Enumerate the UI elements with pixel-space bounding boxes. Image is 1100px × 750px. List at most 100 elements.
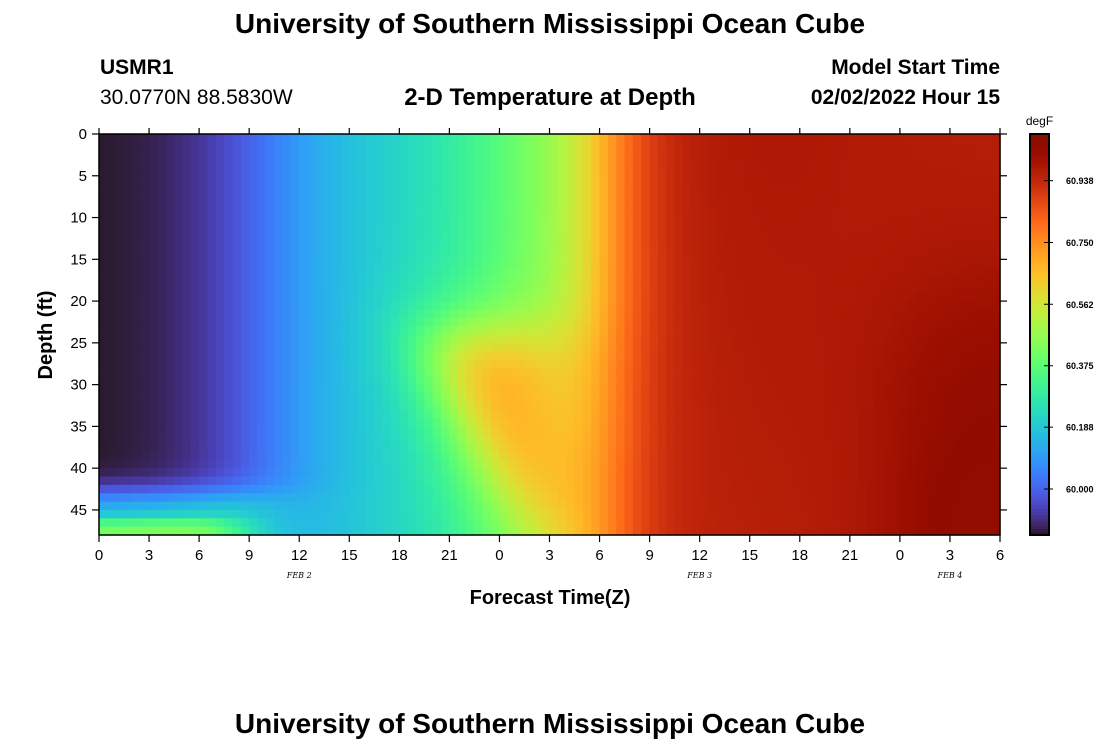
heatmap-cell (708, 142, 717, 152)
heatmap-cell (99, 150, 108, 160)
heatmap-cell (399, 276, 409, 285)
heatmap-cell (407, 401, 417, 411)
heatmap-cell (132, 134, 142, 143)
heatmap-cell (307, 309, 317, 319)
heatmap-cell (365, 443, 375, 453)
heatmap-cell (841, 326, 851, 336)
heatmap-cell (783, 134, 793, 143)
heatmap-cell (532, 367, 542, 377)
heatmap-cell (791, 526, 801, 536)
heatmap-cell (582, 134, 592, 143)
heatmap-cell (457, 476, 467, 486)
heatmap-cell (424, 192, 434, 202)
heatmap-cell (958, 451, 968, 461)
heatmap-cell (816, 301, 826, 311)
heatmap-cell (290, 518, 300, 528)
heatmap-cell (649, 134, 659, 143)
heatmap-cell (407, 468, 417, 478)
heatmap-cell (99, 418, 108, 427)
heatmap-cell (299, 242, 309, 252)
heatmap-cell (466, 501, 476, 511)
heatmap-cell (758, 434, 767, 444)
heatmap-cell (374, 167, 384, 177)
heatmap-cell (891, 284, 901, 294)
heatmap-cell (691, 526, 701, 536)
heatmap-cell (866, 234, 876, 244)
heatmap-cell (240, 192, 250, 202)
heatmap-cell (499, 392, 509, 402)
heatmap-cell (207, 292, 217, 302)
heatmap-cell (582, 376, 592, 386)
heatmap-cell (299, 317, 309, 327)
heatmap-cell (774, 150, 784, 160)
heatmap-cell (390, 159, 400, 169)
heatmap-cell (649, 150, 659, 160)
heatmap-cell (908, 242, 918, 252)
heatmap-cell (441, 518, 450, 528)
heatmap-cell (566, 242, 576, 252)
heatmap-cell (891, 267, 901, 277)
heatmap-cell (224, 518, 234, 528)
heatmap-cell (624, 225, 634, 235)
heatmap-cell (265, 209, 275, 219)
heatmap-cell (290, 434, 300, 444)
heatmap-cell (232, 484, 242, 494)
heatmap-cell (833, 392, 843, 402)
heatmap-cell (841, 426, 851, 436)
heatmap-cell (299, 468, 309, 478)
heatmap-cell (724, 443, 734, 453)
heatmap-cell (482, 426, 492, 436)
heatmap-cell (632, 225, 642, 235)
heatmap-cell (140, 292, 150, 302)
heatmap-cell (507, 443, 517, 453)
heatmap-cell (115, 184, 125, 194)
heatmap-cell (499, 509, 509, 519)
heatmap-cell (657, 225, 667, 235)
heatmap-cell (733, 476, 742, 486)
heatmap-cell (174, 284, 184, 294)
heatmap-cell (182, 167, 192, 177)
heatmap-cell (232, 476, 242, 486)
heatmap-cell (949, 443, 959, 453)
heatmap-cell (808, 501, 818, 511)
heatmap-cell (908, 301, 918, 311)
heatmap-cell (332, 384, 342, 394)
heatmap-cell (849, 409, 859, 419)
heatmap-cell (774, 342, 784, 352)
heatmap-cell (215, 418, 225, 427)
heatmap-cell (124, 493, 133, 503)
heatmap-cell (357, 359, 367, 369)
heatmap-cell (224, 167, 234, 177)
heatmap-cell (390, 459, 400, 469)
heatmap-cell (883, 284, 893, 294)
heatmap-cell (224, 426, 234, 436)
heatmap-cell (699, 342, 709, 352)
heatmap-cell (933, 451, 943, 461)
heatmap-cell (457, 334, 467, 344)
heatmap-cell (132, 234, 142, 244)
heatmap-cell (115, 326, 125, 336)
heatmap-cell (774, 259, 784, 269)
heatmap-cell (599, 418, 609, 427)
heatmap-cell (507, 134, 517, 143)
heatmap-cell (199, 292, 209, 302)
heatmap-cell (891, 184, 901, 194)
heatmap-cell (716, 259, 726, 269)
heatmap-cell (157, 150, 167, 160)
heatmap-cell (958, 175, 968, 185)
heatmap-cell (499, 167, 509, 177)
heatmap-cell (157, 167, 167, 177)
heatmap-cell (733, 418, 742, 427)
heatmap-cell (799, 234, 809, 244)
heatmap-cell (574, 468, 584, 478)
heatmap-cell (274, 301, 284, 311)
heatmap-cell (174, 434, 184, 444)
heatmap-cell (249, 451, 259, 461)
heatmap-cell (132, 242, 142, 252)
heatmap-cell (741, 184, 751, 194)
heatmap-cell (157, 509, 167, 519)
heatmap-cell (674, 150, 684, 160)
heatmap-cell (791, 509, 801, 519)
heatmap-cell (449, 276, 459, 285)
heatmap-cell (899, 468, 909, 478)
